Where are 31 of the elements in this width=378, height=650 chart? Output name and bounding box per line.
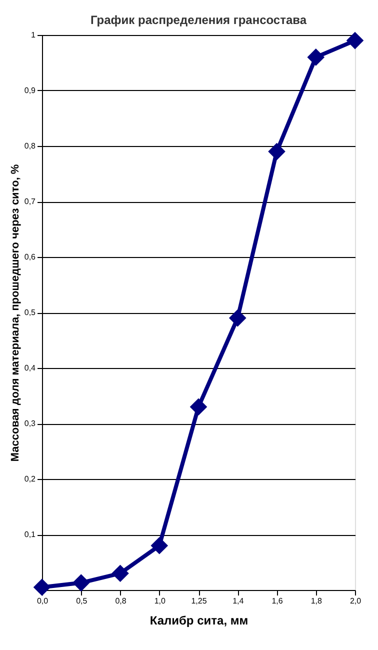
y-tick-label: 0,1 [24, 530, 36, 539]
x-tick-label: 0,5 [76, 596, 88, 606]
x-tick-label: 0,8 [115, 596, 127, 606]
point [33, 578, 51, 596]
x-tick-label: 1,25 [191, 596, 208, 606]
point [190, 398, 208, 416]
y-tick-label: 0,9 [24, 86, 36, 95]
x-tick-label: 1,0 [154, 596, 166, 606]
y-tick-label: 0,2 [24, 474, 36, 484]
y-tick-label: 0,7 [24, 197, 36, 206]
y-tick-label: 0,4 [24, 364, 36, 372]
x-tick-label: 1,6 [272, 596, 284, 606]
x-tick-label: 0,0 [36, 596, 49, 606]
y-tick-label: 0,3 [24, 419, 36, 428]
point [228, 309, 246, 327]
chart-title: График распределения грансостава [90, 13, 307, 27]
x-tick-label: 1,4 [232, 596, 244, 606]
y-axis-title: Массовая доля материала, прошедшего через сито, % [9, 164, 22, 462]
point [150, 536, 168, 554]
y-tick-label: 0,5 [24, 308, 36, 317]
point [307, 48, 325, 66]
point [268, 142, 286, 160]
x-tick-label: 2,0 [350, 596, 362, 606]
point [72, 574, 90, 592]
x-axis-title: Калибр сита, мм [150, 614, 248, 628]
point [346, 32, 364, 50]
y-tick-label: 0,6 [24, 252, 36, 262]
x-tick-label: 1,8 [310, 596, 322, 606]
y-tick-label: 0,8 [24, 142, 36, 150]
y-tick-label: 1 [31, 30, 36, 40]
point [112, 564, 129, 582]
